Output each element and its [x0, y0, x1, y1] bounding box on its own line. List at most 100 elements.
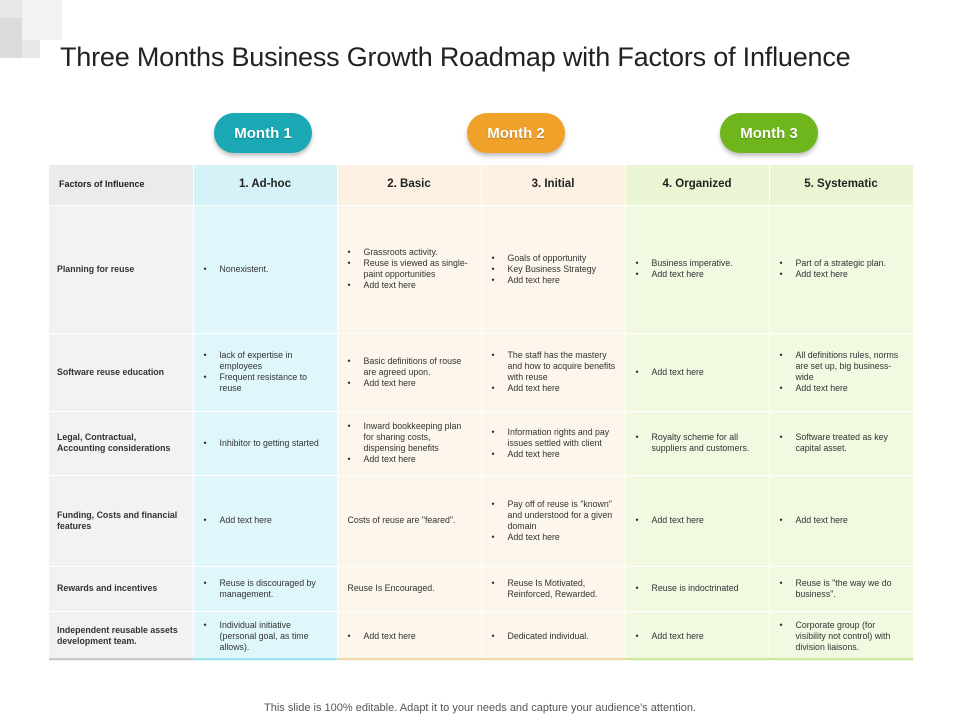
bullet-list: Add text here — [346, 631, 473, 642]
table-cell: Inward bookkeeping plan for sharing cost… — [337, 411, 482, 476]
table-row: Funding, Costs and financial features Add… — [49, 475, 914, 567]
month-label: Month 3 — [740, 124, 798, 142]
bullet-item: Information rights and pay issues settle… — [490, 427, 617, 449]
table-cell: Add text here — [193, 475, 338, 567]
bullet-item: Grassroots activity. — [346, 247, 473, 258]
roadmap-table: Factors of Influence 1. Ad-hoc 2. Basic … — [49, 165, 914, 662]
bullet-list: Corporate group (for visibility not cont… — [778, 620, 905, 653]
bullet-list: Basic definitions of rouse are agreed up… — [346, 356, 473, 389]
bullet-list: The staff has the mastery and how to acq… — [490, 350, 617, 394]
stage-header: 4. Organized — [625, 165, 770, 206]
stage-header: 2. Basic — [337, 165, 482, 206]
table-cell: Corporate group (for visibility not cont… — [769, 611, 914, 662]
table-cell: The staff has the mastery and how to acq… — [481, 333, 626, 412]
bullet-item: lack of expertise in employees — [202, 350, 329, 372]
table-header-row: Factors of Influence 1. Ad-hoc 2. Basic … — [49, 165, 914, 206]
bullet-item: Add text here — [346, 631, 473, 642]
corner-decoration — [0, 18, 22, 58]
bullet-list: Add text here — [634, 631, 761, 642]
table-cell: Information rights and pay issues settle… — [481, 411, 626, 476]
bullet-item: Reuse Is Motivated, Reinforced, Rewarded… — [490, 578, 617, 600]
bullet-item: Add text here — [490, 383, 617, 394]
stage-header: 3. Initial — [481, 165, 626, 206]
month-label: Month 2 — [487, 124, 545, 142]
table-cell: Add text here — [337, 611, 482, 662]
month-label: Month 1 — [234, 124, 292, 142]
factor-label: Legal, Contractual, Accounting considera… — [49, 411, 194, 476]
bullet-list: Information rights and pay issues settle… — [490, 427, 617, 460]
bullet-list: All definitions rules, norms are set up,… — [778, 350, 905, 394]
month-1-badge: Month 1 — [214, 113, 312, 153]
bullet-item: Software treated as key capital asset. — [778, 432, 905, 454]
factor-label: Planning for reuse — [49, 205, 194, 334]
bullet-list: Add text here — [634, 515, 761, 526]
table-row: Independent reusable assets development … — [49, 611, 914, 662]
table-cell: Reuse Is Encouraged. — [337, 566, 482, 612]
bullet-list: Part of a strategic plan.Add text here — [778, 258, 905, 280]
corner-decoration — [22, 0, 62, 40]
table-cell: Reuse is discouraged by management. — [193, 566, 338, 612]
bullet-item: Corporate group (for visibility not cont… — [778, 620, 905, 653]
bullet-item: Add text here — [346, 378, 473, 389]
bullet-list: Reuse is indoctrinated — [634, 583, 761, 594]
bullet-item: All definitions rules, norms are set up,… — [778, 350, 905, 383]
bullet-list: Business imperative.Add text here — [634, 258, 761, 280]
cell-text: Reuse Is Encouraged. — [347, 583, 435, 593]
table-cell: Individual initiative (personal goal, as… — [193, 611, 338, 662]
bullet-list: Add text here — [778, 515, 905, 526]
bullet-list: Add text here — [202, 515, 329, 526]
table-row: Legal, Contractual, Accounting considera… — [49, 411, 914, 476]
table-cell: Business imperative.Add text here — [625, 205, 770, 334]
table-row: Software reuse education lack of expertis… — [49, 333, 914, 412]
bullet-item: Add text here — [634, 631, 761, 642]
bullet-item: Add text here — [634, 367, 761, 378]
table-cell: Add text here — [625, 611, 770, 662]
bullet-item: Royalty scheme for all suppliers and cus… — [634, 432, 761, 454]
factor-label: Funding, Costs and financial features — [49, 475, 194, 567]
bullet-list: Reuse Is Motivated, Reinforced, Rewarded… — [490, 578, 617, 600]
table-row: Rewards and incentives Reuse is discourag… — [49, 566, 914, 612]
bullet-list: Reuse is discouraged by management. — [202, 578, 329, 600]
table-cell: Pay off of reuse is "known" and understo… — [481, 475, 626, 567]
month-3-badge: Month 3 — [720, 113, 818, 153]
table-cell: Add text here — [625, 475, 770, 567]
bullet-item: Add text here — [634, 515, 761, 526]
bullet-item: Business imperative. — [634, 258, 761, 269]
bullet-list: Royalty scheme for all suppliers and cus… — [634, 432, 761, 454]
table-cell: Part of a strategic plan.Add text here — [769, 205, 914, 334]
bullet-item: Reuse is discouraged by management. — [202, 578, 329, 600]
bullet-list: Goals of opportunityKey Business Strateg… — [490, 253, 617, 286]
bullet-item: Add text here — [490, 275, 617, 286]
table-cell: Royalty scheme for all suppliers and cus… — [625, 411, 770, 476]
bullet-item: Pay off of reuse is "known" and understo… — [490, 499, 617, 532]
bullet-item: Add text here — [346, 454, 473, 465]
table-cell: Software treated as key capital asset. — [769, 411, 914, 476]
bullet-item: Add text here — [778, 269, 905, 280]
bullet-item: Add text here — [202, 515, 329, 526]
table-cell: Nonexistent. — [193, 205, 338, 334]
bullet-list: Individual initiative (personal goal, as… — [202, 620, 329, 653]
table-cell: Grassroots activity.Reuse is viewed as s… — [337, 205, 482, 334]
stage-header: 1. Ad-hoc — [193, 165, 338, 206]
bullet-list: Inward bookkeeping plan for sharing cost… — [346, 421, 473, 465]
cell-text: Costs of reuse are "feared". — [347, 515, 456, 525]
bullet-list: Nonexistent. — [202, 264, 329, 275]
table-cell: Dedicated individual. — [481, 611, 626, 662]
bullet-item: Reuse is viewed as single-paint opportun… — [346, 258, 473, 280]
bullet-item: Basic definitions of rouse are agreed up… — [346, 356, 473, 378]
bullet-item: Individual initiative (personal goal, as… — [202, 620, 329, 653]
factor-label: Independent reusable assets development … — [49, 611, 194, 662]
table-cell: Costs of reuse are "feared". — [337, 475, 482, 567]
table-row: Planning for reuse Nonexistent. Grassroots… — [49, 205, 914, 334]
bullet-list: Dedicated individual. — [490, 631, 617, 642]
bullet-item: Add text here — [346, 280, 473, 291]
bullet-item: Nonexistent. — [202, 264, 329, 275]
bullet-list: Grassroots activity.Reuse is viewed as s… — [346, 247, 473, 291]
factor-label: Software reuse education — [49, 333, 194, 412]
table-cell: Goals of opportunityKey Business Strateg… — [481, 205, 626, 334]
table-cell: Inhibitor to getting started — [193, 411, 338, 476]
bullet-item: Add text here — [490, 449, 617, 460]
stage-header: 5. Systematic — [769, 165, 914, 206]
bullet-item: Add text here — [634, 269, 761, 280]
table-cell: Reuse is indoctrinated — [625, 566, 770, 612]
